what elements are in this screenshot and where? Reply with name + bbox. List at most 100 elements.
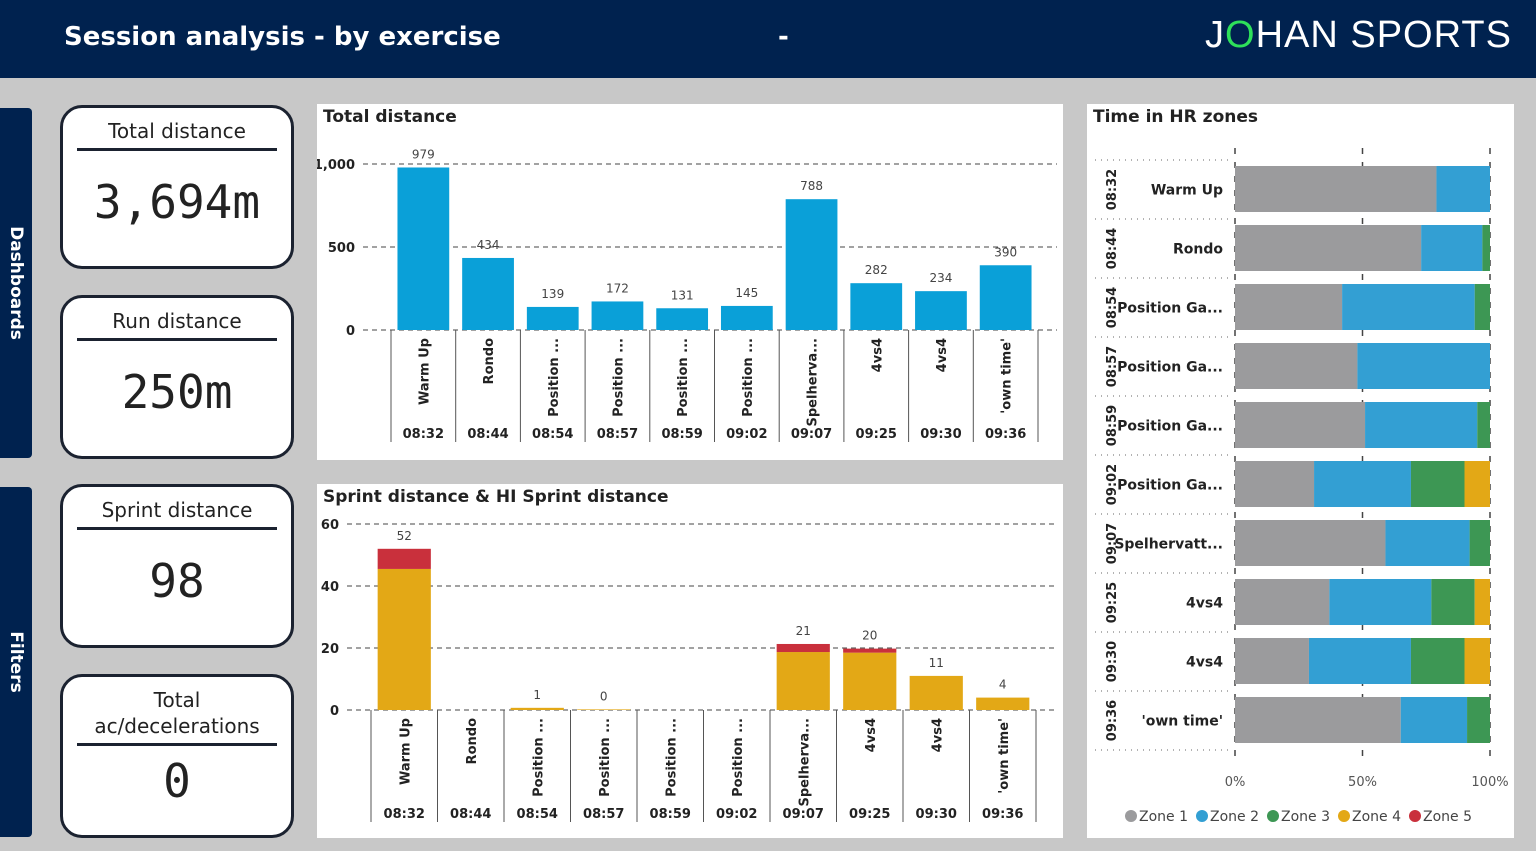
bar-segment (1329, 579, 1432, 625)
x-category-label: Position ... (731, 718, 746, 797)
bar (720, 305, 773, 330)
x-category-label: Rondo (482, 338, 497, 385)
x-category-label: Position ... (741, 338, 756, 417)
y-category-label: 'own time' (1141, 714, 1223, 730)
hr-zones-chart: Time in HR zones 0% 50% 100% 08:32 Warm Up 08… (1087, 104, 1514, 838)
bar-segment (1436, 166, 1490, 212)
tab-label: Dashboards (6, 226, 26, 340)
legend-label: Zone 2 (1210, 809, 1259, 825)
kpi-value: 98 (149, 554, 205, 608)
x-time-label: 09:02 (726, 427, 767, 442)
bar-segment (1469, 520, 1490, 566)
bar (979, 265, 1032, 330)
y-time-label: 09:02 (1105, 464, 1120, 505)
bar-segment (1431, 579, 1475, 625)
y-time-label: 09:36 (1105, 700, 1120, 741)
y-category-label: Position Ga... (1117, 360, 1223, 376)
y-time-label: 09:25 (1105, 582, 1120, 623)
x-category-label: Position ... (676, 338, 691, 417)
bar-segment (1235, 225, 1422, 271)
x-category-label: Position ... (664, 718, 679, 797)
y-time-label: 09:30 (1105, 641, 1120, 682)
x-category-label: 'own time' (997, 718, 1012, 794)
y-category-label: 4vs4 (1186, 655, 1223, 671)
bar (656, 308, 709, 330)
bar-segment (1385, 520, 1470, 566)
bar-segment (1410, 638, 1465, 684)
header: Session analysis - by exercise - JOHAN S… (0, 0, 1536, 78)
chart-title: Time in HR zones (1093, 107, 1258, 127)
kpi-value: 3,694m (93, 175, 261, 229)
x-time-label: 08:59 (650, 807, 691, 822)
x-time-label: 09:07 (791, 427, 832, 442)
bar-segment (1235, 402, 1366, 448)
bar-segment (1235, 579, 1330, 625)
data-label: 234 (929, 271, 952, 285)
data-label: 1 (533, 688, 541, 702)
bar (462, 257, 514, 330)
kpi-accelerations: Total ac/decelerations 0 (60, 674, 294, 838)
bar-segment (1314, 461, 1411, 507)
x-category-label: Position ... (531, 718, 546, 797)
legend-marker (1267, 810, 1279, 822)
x-time-label: 08:57 (597, 427, 638, 442)
bar-segment (1477, 402, 1490, 448)
y-tick-label: 500 (328, 241, 355, 256)
y-time-label: 08:44 (1105, 228, 1120, 269)
x-category-label: 'own time' (1000, 338, 1015, 414)
x-time-label: 08:32 (403, 427, 444, 442)
x-category-label: 4vs4 (930, 718, 945, 752)
x-category-label: Spelherva... (806, 338, 821, 427)
x-tick-label: 50% (1348, 775, 1377, 790)
legend-label: Zone 4 (1352, 809, 1401, 825)
chart-title: Total distance (323, 107, 457, 127)
x-category-label: 4vs4 (935, 338, 950, 372)
y-category-label: Position Ga... (1117, 301, 1223, 317)
y-tick-label: 0 (330, 704, 339, 719)
data-label: 172 (606, 281, 629, 295)
bar-segment (1467, 697, 1490, 743)
bar (843, 652, 897, 710)
kpi-value: 0 (163, 754, 191, 808)
bar-segment (1235, 166, 1437, 212)
legend-marker (1125, 810, 1137, 822)
y-tick-label: 20 (321, 642, 339, 657)
bar (577, 709, 631, 710)
x-category-label: Warm Up (417, 338, 432, 405)
bar-segment (1474, 284, 1490, 330)
y-time-label: 09:07 (1105, 523, 1120, 564)
total-distance-svg: 0 500 1,000 Warm Up 08:32 979 Rondo 08:44 434 Pos… (314, 147, 1057, 442)
legend-label: Zone 5 (1423, 809, 1472, 825)
bar-segment (1474, 579, 1490, 625)
data-label: 434 (477, 238, 500, 252)
x-category-label: 4vs4 (870, 338, 885, 372)
bar-segment (1365, 402, 1478, 448)
x-category-label: Position ... (611, 338, 626, 417)
x-tick-label: 0% (1225, 775, 1246, 790)
tab-label: Filters (6, 631, 26, 693)
x-time-label: 08:32 (384, 807, 425, 822)
total-distance-chart: Total distance 0 500 1,000 Warm Up 08:32 979 R… (314, 104, 1063, 460)
x-category-label: Position ... (598, 718, 613, 797)
bar-segment (1421, 225, 1483, 271)
johan-sports-logo: JOHAN SPORTS (1205, 14, 1512, 56)
tab-filters[interactable]: Filters (0, 487, 32, 837)
x-time-label: 08:59 (661, 427, 702, 442)
x-category-label: Position ... (547, 338, 562, 417)
x-time-label: 08:57 (583, 807, 624, 822)
legend-label: Zone 3 (1281, 809, 1330, 825)
y-category-label: Warm Up (1151, 183, 1223, 199)
bar (526, 306, 579, 330)
tab-dashboards[interactable]: Dashboards (0, 108, 32, 458)
legend-marker (1409, 810, 1421, 822)
bar (909, 675, 963, 710)
y-time-label: 08:57 (1105, 346, 1120, 387)
bar-segment (1235, 638, 1309, 684)
kpi-total-distance: Total distance 3,694m (60, 105, 294, 269)
data-label: 20 (862, 629, 877, 643)
x-time-label: 08:44 (467, 427, 508, 442)
data-label: 21 (796, 624, 811, 638)
bar (976, 697, 1030, 710)
